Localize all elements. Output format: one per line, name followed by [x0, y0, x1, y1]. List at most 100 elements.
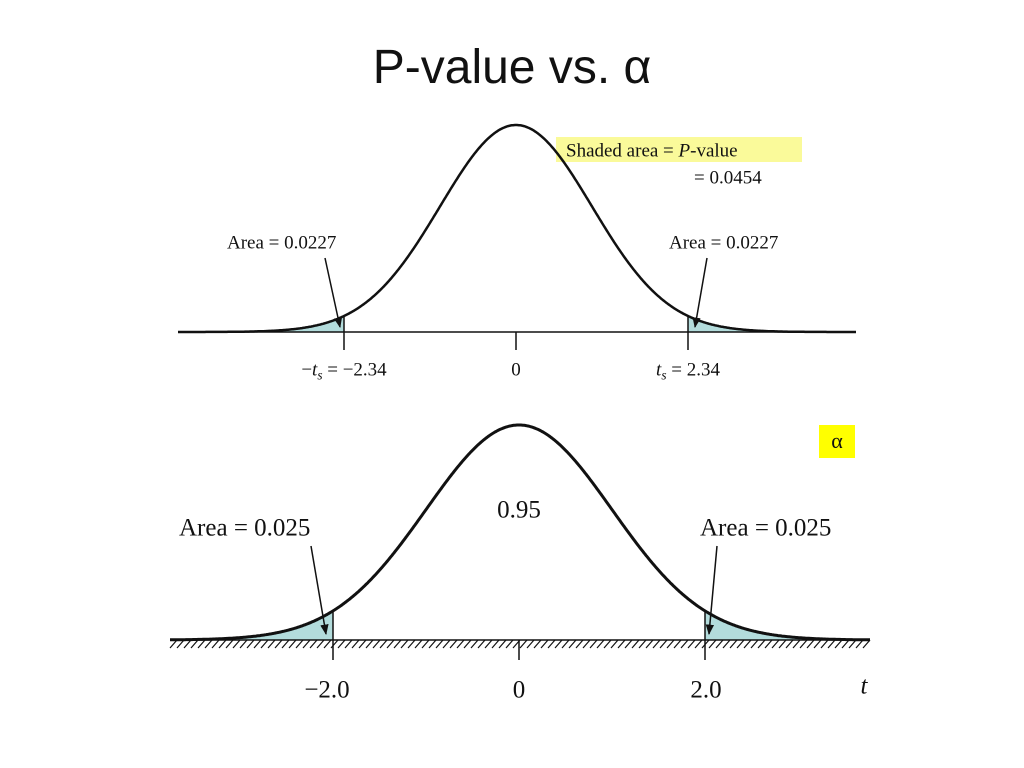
hatch: [484, 639, 493, 649]
curve: [178, 123, 856, 334]
hatch: [701, 639, 710, 649]
hatch: [799, 639, 808, 649]
hatch: [225, 639, 234, 649]
hatch: [603, 639, 612, 649]
top-curve-group: [178, 123, 856, 350]
hatch: [645, 639, 654, 649]
text: s: [317, 367, 323, 383]
hatch: [813, 639, 822, 649]
hatch: [232, 639, 241, 649]
tail-shade: [705, 610, 870, 640]
hatch: [407, 639, 416, 649]
tail-shade: [170, 610, 333, 640]
tick-label: 0: [511, 359, 521, 381]
hatch: [449, 639, 458, 649]
text: = 2.34: [666, 359, 720, 381]
hatch: [421, 639, 430, 649]
hatch: [575, 639, 584, 649]
text: t: [312, 359, 318, 381]
hatch: [400, 639, 409, 649]
hatch: [806, 639, 815, 649]
hatch: [337, 639, 346, 649]
tick-label: −ts = −2.34: [301, 359, 386, 383]
hatch: [589, 639, 598, 649]
hatch: [309, 639, 318, 649]
hatch: [351, 639, 360, 649]
text: P: [678, 140, 691, 162]
hatch: [253, 639, 262, 649]
hatch: [288, 639, 297, 649]
bottom-curve-group: [169, 423, 871, 660]
hatch: [673, 639, 682, 649]
arrow: [310, 545, 329, 636]
tail-shade: [688, 316, 856, 332]
hatch: [729, 639, 738, 649]
hatch: [197, 639, 206, 649]
text: s: [661, 367, 667, 383]
alpha-label: α: [831, 428, 843, 453]
hatch: [715, 639, 724, 649]
hatch: [680, 639, 689, 649]
hatch: [792, 639, 801, 649]
hatch: [302, 639, 311, 649]
hatch: [694, 639, 703, 649]
axis-label: t: [860, 672, 868, 700]
hatch: [561, 639, 570, 649]
hatch: [442, 639, 451, 649]
hatch: [519, 639, 528, 649]
tick-label: 2.0: [690, 676, 722, 704]
hatch: [358, 639, 367, 649]
hatch: [323, 639, 332, 649]
hatch: [631, 639, 640, 649]
hatch: [687, 639, 696, 649]
hatch: [386, 639, 395, 649]
text: −: [301, 359, 313, 381]
hatch: [491, 639, 500, 649]
hatch: [512, 639, 521, 649]
text: t: [656, 359, 662, 381]
hatch: [239, 639, 248, 649]
hatch: [295, 639, 304, 649]
hatch: [330, 639, 339, 649]
highlight: [556, 137, 802, 162]
hatch: [708, 639, 717, 649]
hatch: [757, 639, 766, 649]
hatch: [827, 639, 836, 649]
tick-label: −2.0: [304, 676, 350, 704]
hatch: [596, 639, 605, 649]
hatch: [176, 639, 185, 649]
p-value: = 0.0454: [694, 167, 762, 189]
hatch: [260, 639, 269, 649]
hatch: [477, 639, 486, 649]
hatch: [834, 639, 843, 649]
hatch: [344, 639, 353, 649]
hatch: [456, 639, 465, 649]
hatch: [554, 639, 563, 649]
hatch: [428, 639, 437, 649]
hatch: [393, 639, 402, 649]
hatch: [533, 639, 542, 649]
hatch: [372, 639, 381, 649]
hatch: [379, 639, 388, 649]
hatch: [435, 639, 444, 649]
arrow: [692, 257, 708, 329]
text: -value: [690, 140, 738, 162]
hatch: [211, 639, 220, 649]
hatch: [365, 639, 374, 649]
hatch: [736, 639, 745, 649]
hatch: [505, 639, 514, 649]
hatch: [785, 639, 794, 649]
arrow: [705, 545, 718, 636]
hatch: [316, 639, 325, 649]
hatch: [190, 639, 199, 649]
hatch: [841, 639, 850, 649]
hatch: [547, 639, 556, 649]
hatch: [470, 639, 479, 649]
hatch: [526, 639, 535, 649]
hatch: [498, 639, 507, 649]
area-label: Area = 0.0227: [227, 232, 337, 254]
hatch: [169, 639, 178, 649]
hatch: [659, 639, 668, 649]
